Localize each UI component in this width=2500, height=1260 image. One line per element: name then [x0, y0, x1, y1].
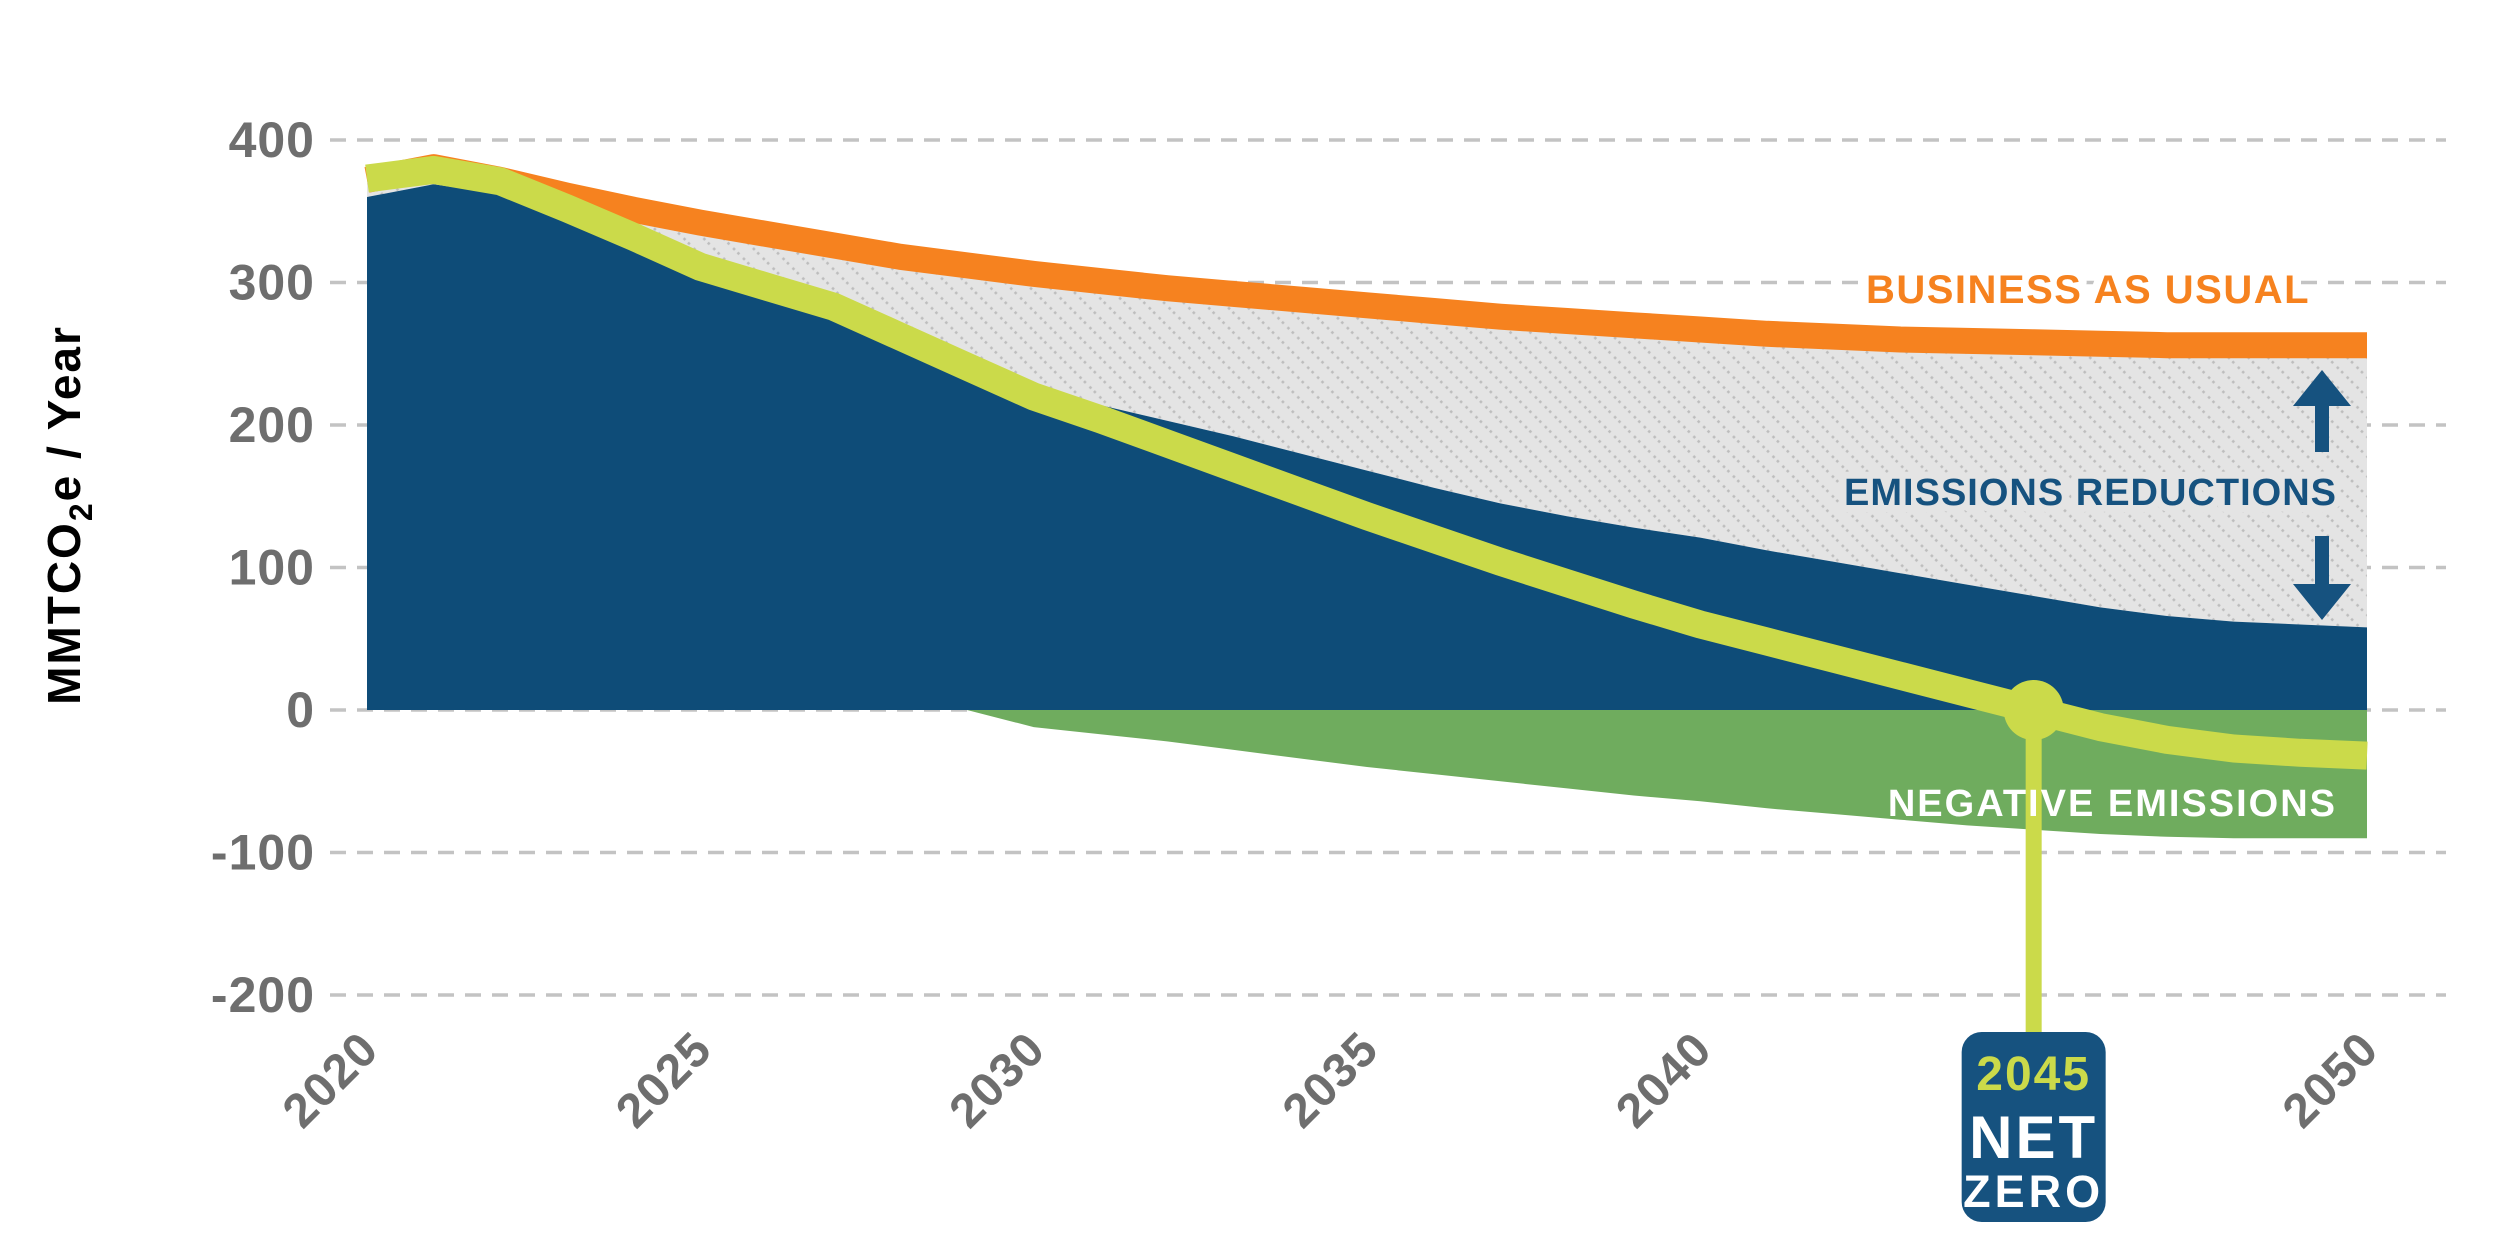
negative-emissions-label: NEGATIVE EMISSIONS — [1888, 783, 2337, 825]
y-axis-title-prefix: MMTCO — [38, 521, 90, 705]
y-tick-label-100: 100 — [229, 540, 315, 596]
x-tick-label-2020: 2020 — [273, 1022, 389, 1138]
gross-emissions-area — [367, 184, 2367, 710]
y-axis-title-subscript: 2 — [63, 501, 99, 521]
arrow-down-icon — [2293, 536, 2351, 620]
negative-emissions-area — [967, 710, 2367, 839]
net-zero-badge-net: NET — [1969, 1104, 2098, 1171]
arrow-up-icon — [2293, 370, 2351, 452]
y-axis-title: MMTCO2e / Year — [38, 325, 99, 705]
net-zero-badge-background — [1961, 1032, 2106, 1222]
y-axis-tick-labels: 400 300 200 100 0 -100 -200 — [211, 112, 315, 1023]
x-tick-label-2040: 2040 — [1606, 1022, 1722, 1138]
x-tick-label-2030: 2030 — [940, 1022, 1056, 1138]
emissions-reductions-label: EMISSIONS REDUCTIONS — [1844, 472, 2337, 514]
x-tick-label-2035: 2035 — [1273, 1022, 1389, 1138]
y-tick-label--200: -200 — [211, 967, 315, 1023]
emissions-reductions-arrow — [2293, 370, 2351, 620]
x-tick-label-2050: 2050 — [2273, 1022, 2389, 1138]
y-tick-label-300: 300 — [229, 255, 315, 311]
y-axis-title-suffix: e / Year — [38, 325, 90, 501]
net-zero-badge-zero: ZERO — [1963, 1166, 2104, 1217]
emissions-reductions-area — [367, 167, 2367, 628]
business-as-usual-line — [364, 154, 2367, 359]
net-zero-marker-dot — [2003, 680, 2064, 740]
y-tick-label--100: -100 — [211, 825, 315, 881]
y-tick-label-200: 200 — [229, 397, 315, 453]
business-as-usual-label: BUSINESS AS USUAL — [1866, 268, 2310, 312]
x-tick-label-2025: 2025 — [606, 1022, 722, 1138]
y-tick-label-0: 0 — [286, 682, 315, 738]
y-tick-label-400: 400 — [229, 112, 315, 168]
net-zero-badge: 2045 NET ZERO — [1961, 1032, 2106, 1222]
net-zero-badge-year: 2045 — [1976, 1048, 2091, 1101]
